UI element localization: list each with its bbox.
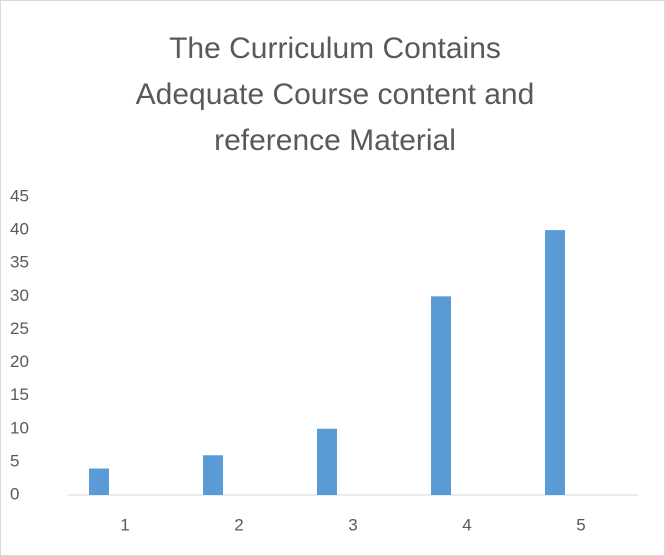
y-tick-label: 20 <box>10 352 29 371</box>
y-tick-label: 25 <box>10 319 29 338</box>
x-tick-label: 4 <box>462 515 471 534</box>
y-tick-label: 15 <box>10 385 29 404</box>
y-tick-label: 35 <box>10 253 29 272</box>
chart-title: The Curriculum Contains Adequate Course … <box>135 32 535 157</box>
y-tick-label: 30 <box>10 286 29 305</box>
bar <box>203 455 223 495</box>
bar <box>89 468 109 495</box>
y-tick-label: 0 <box>10 484 19 503</box>
y-tick-label: 5 <box>10 451 19 470</box>
x-tick-label: 5 <box>576 515 585 534</box>
x-tick-label: 2 <box>234 515 243 534</box>
bar <box>545 230 565 495</box>
x-tick-label: 3 <box>348 515 357 534</box>
bar <box>317 428 337 495</box>
bar <box>431 296 451 495</box>
y-tick-label: 45 <box>10 186 29 205</box>
x-tick-label: 1 <box>120 515 129 534</box>
y-tick-label: 10 <box>10 418 29 437</box>
y-tick-label: 40 <box>10 220 29 239</box>
